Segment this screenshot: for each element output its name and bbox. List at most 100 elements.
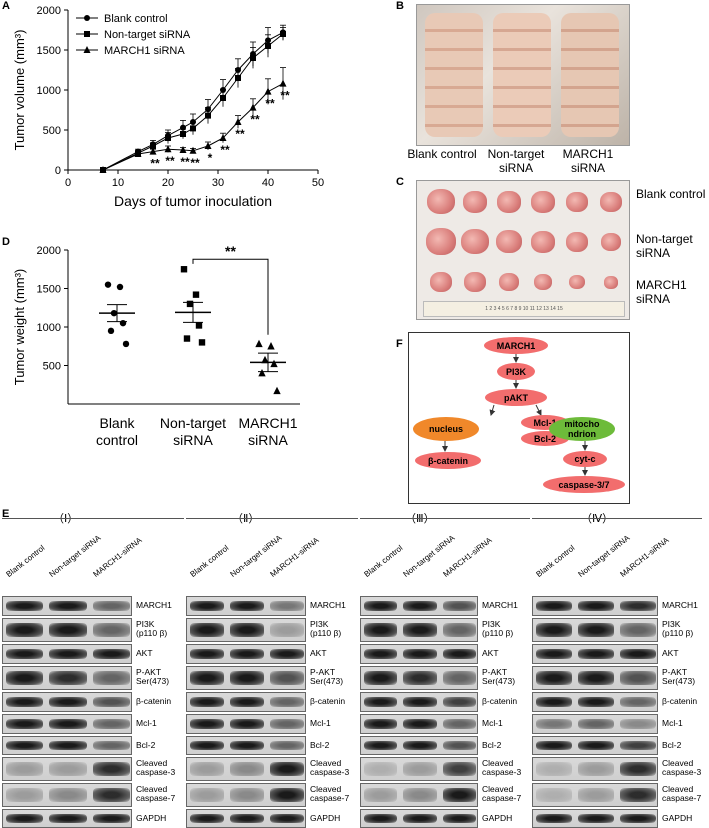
blot-band bbox=[270, 649, 304, 659]
mice-label-march1: MARCH1 siRNA bbox=[562, 147, 614, 175]
band-label: P-AKT Ser(473) bbox=[482, 667, 516, 686]
blot-band bbox=[536, 671, 572, 685]
data-point bbox=[122, 340, 130, 348]
blot-strip bbox=[360, 783, 478, 807]
band-label: Mcl-1 bbox=[662, 718, 683, 728]
y-tick-label: 1500 bbox=[37, 284, 61, 296]
band-label: P-AKT Ser(473) bbox=[136, 667, 170, 686]
tumor bbox=[531, 231, 555, 253]
blot-band bbox=[230, 649, 264, 659]
mice-label-blank: Blank control bbox=[407, 147, 477, 161]
data-point bbox=[234, 118, 242, 125]
blot-band bbox=[442, 762, 476, 776]
blot-strip bbox=[2, 644, 132, 664]
blot-strip bbox=[186, 714, 306, 734]
blot-band bbox=[190, 741, 224, 750]
blot-band bbox=[49, 788, 87, 802]
blot-strip bbox=[2, 809, 132, 828]
band-label: P-AKT Ser(473) bbox=[662, 667, 696, 686]
blot-band bbox=[6, 671, 44, 685]
blot-group-rule bbox=[360, 518, 530, 519]
tumor-row-label-nontarget: Non-target siRNA bbox=[636, 232, 693, 260]
blot-band bbox=[92, 719, 130, 729]
lane-label: Blank control bbox=[534, 543, 577, 579]
blot-band bbox=[190, 697, 224, 707]
blot-group-label: （Ⅰ） bbox=[53, 513, 79, 525]
blot-band bbox=[92, 814, 130, 823]
blot-band bbox=[230, 697, 264, 707]
band-label: Mcl-1 bbox=[482, 718, 503, 728]
significance-mark: ** bbox=[235, 127, 245, 141]
blot-strip bbox=[2, 736, 132, 755]
band-label: Bcl-2 bbox=[310, 739, 330, 750]
data-point bbox=[192, 291, 200, 298]
blot-band bbox=[6, 719, 44, 729]
category-label-line: MARCH1 bbox=[238, 415, 297, 431]
blot-band bbox=[230, 762, 264, 776]
blot-band bbox=[536, 741, 572, 750]
category-label: Non-target siRNA bbox=[160, 415, 226, 448]
data-point bbox=[219, 134, 227, 141]
tumor bbox=[566, 192, 588, 212]
blot-strip bbox=[186, 783, 306, 807]
significance-mark: ** bbox=[250, 113, 260, 127]
blot-band bbox=[364, 623, 398, 637]
blot-band bbox=[620, 697, 656, 707]
legend-label: MARCH1 siRNA bbox=[104, 45, 185, 57]
blot-band bbox=[620, 762, 656, 776]
tumor-weight-chart: 500 1000 1500 2000 Tumor weight (mm³) Blank co… bbox=[12, 243, 300, 448]
data-point bbox=[183, 335, 191, 342]
blot-group-label: （Ⅳ） bbox=[581, 513, 614, 525]
blot-band bbox=[270, 814, 304, 823]
blot-band bbox=[536, 697, 572, 707]
blot-band bbox=[620, 649, 656, 659]
band-label: GAPDH bbox=[310, 812, 341, 823]
blot-band bbox=[92, 623, 130, 637]
blot-band bbox=[49, 671, 87, 685]
significance-mark: ** bbox=[220, 143, 230, 157]
band-label: β-catenin bbox=[310, 696, 346, 706]
blot-strip bbox=[360, 692, 478, 712]
significance-bracket bbox=[192, 258, 269, 335]
lane-label: Blank control bbox=[362, 543, 405, 579]
blot-band bbox=[536, 649, 572, 659]
blot-band bbox=[442, 788, 476, 802]
blot-band bbox=[620, 623, 656, 637]
band-label: Cleaved caspase-7 bbox=[662, 784, 702, 803]
blot-strip bbox=[360, 736, 478, 755]
data-point bbox=[190, 125, 196, 132]
blot-band bbox=[442, 741, 476, 750]
blot-band bbox=[230, 814, 264, 823]
data-point bbox=[267, 342, 275, 350]
blot-strip bbox=[532, 714, 658, 734]
series-line bbox=[102, 83, 284, 171]
blot-band bbox=[270, 788, 304, 802]
blot-group-rule bbox=[186, 518, 358, 519]
band-label: Cleaved caspase-3 bbox=[310, 758, 350, 777]
panel-label-a: A bbox=[2, 0, 10, 12]
band-label: Cleaved caspase-7 bbox=[310, 784, 350, 803]
blot-band bbox=[403, 719, 437, 729]
blot-band bbox=[364, 719, 398, 729]
data-point bbox=[119, 319, 127, 327]
data-point bbox=[180, 266, 188, 273]
blot-band bbox=[536, 601, 572, 611]
band-label: Cleaved caspase-3 bbox=[662, 758, 702, 777]
blot-band bbox=[578, 697, 614, 707]
category-label: Blank control bbox=[96, 415, 138, 448]
significance-mark: ** bbox=[265, 97, 275, 111]
band-label: PI3K (p110 β) bbox=[310, 619, 342, 638]
node-caspase: caspase-3/7 bbox=[543, 476, 625, 493]
band-label: P-AKT Ser(473) bbox=[310, 667, 344, 686]
data-point bbox=[270, 359, 278, 368]
category-label-line: siRNA bbox=[248, 432, 288, 448]
blot-band bbox=[620, 719, 656, 729]
band-label: Bcl-2 bbox=[136, 739, 156, 750]
blot-band bbox=[364, 671, 398, 685]
blot-band bbox=[536, 719, 572, 729]
tumor-photo: 1 2 3 4 5 6 7 8 9 10 11 12 13 14 15 bbox=[416, 180, 630, 320]
panel-label-e: E bbox=[2, 508, 10, 520]
data-point bbox=[104, 281, 112, 288]
data-point bbox=[250, 55, 256, 61]
significance-mark: ** bbox=[165, 154, 175, 168]
